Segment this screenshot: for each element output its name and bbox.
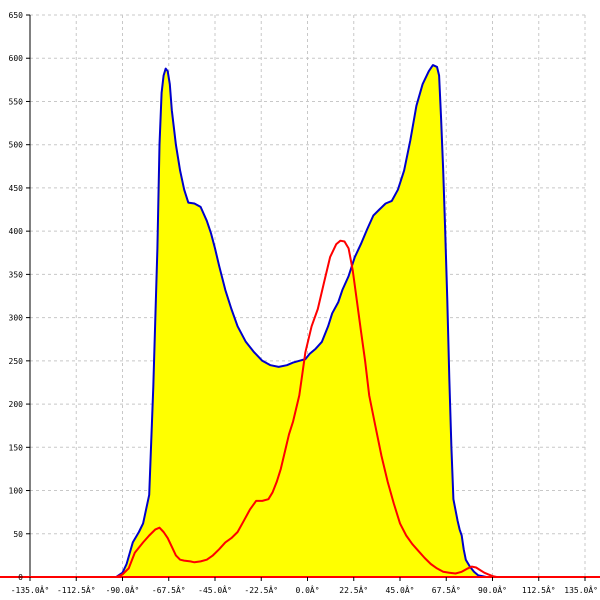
- x-tick-label: -135.0Â°: [11, 584, 50, 595]
- series-line: [30, 239, 585, 578]
- y-tick-label: 0: [18, 573, 23, 582]
- y-tick-label: 300: [9, 314, 24, 323]
- axis-layer: [0, 14, 600, 581]
- x-tick-label: -67.5Â°: [152, 584, 186, 595]
- x-tick-label: 67.5Â°: [432, 584, 461, 595]
- x-tick-label: 22.5Â°: [339, 584, 368, 595]
- tick-labels: 50 100 150 200 250 300 350 400 450 500 550 600 650 0 -…: [9, 11, 598, 595]
- area-layer: [30, 65, 585, 577]
- x-tick-label: 135.0Â°: [564, 584, 598, 595]
- y-tick-label: 550: [9, 97, 24, 106]
- x-tick-label: 0.0Â°: [295, 584, 319, 595]
- x-tick-label: 112.5Â°: [522, 584, 556, 595]
- x-tick-label: 45.0Â°: [386, 584, 415, 595]
- y-tick-label: 450: [9, 184, 24, 193]
- x-tick-label: -22.5Â°: [244, 584, 278, 595]
- area-fill: [30, 65, 585, 577]
- y-tick-label: 100: [9, 487, 24, 496]
- x-tick-label: -90.0Â°: [106, 584, 140, 595]
- y-tick-label: 500: [9, 141, 24, 150]
- y-tick-label: 650: [9, 11, 24, 20]
- x-tick-label: -112.5Â°: [57, 584, 96, 595]
- area-outline: [30, 64, 585, 578]
- x-tick-label: -45.0Â°: [198, 584, 232, 595]
- y-tick-label: 250: [9, 357, 24, 366]
- y-tick-label: 50: [13, 530, 23, 539]
- x-tick-label: 90.0Â°: [478, 584, 507, 595]
- y-tick-label: 600: [9, 54, 24, 63]
- y-tick-label: 200: [9, 400, 24, 409]
- y-tick-label: 350: [9, 270, 24, 279]
- y-tick-label: 400: [9, 227, 24, 236]
- line-layer: [30, 64, 585, 578]
- y-tick-label: 150: [9, 443, 24, 452]
